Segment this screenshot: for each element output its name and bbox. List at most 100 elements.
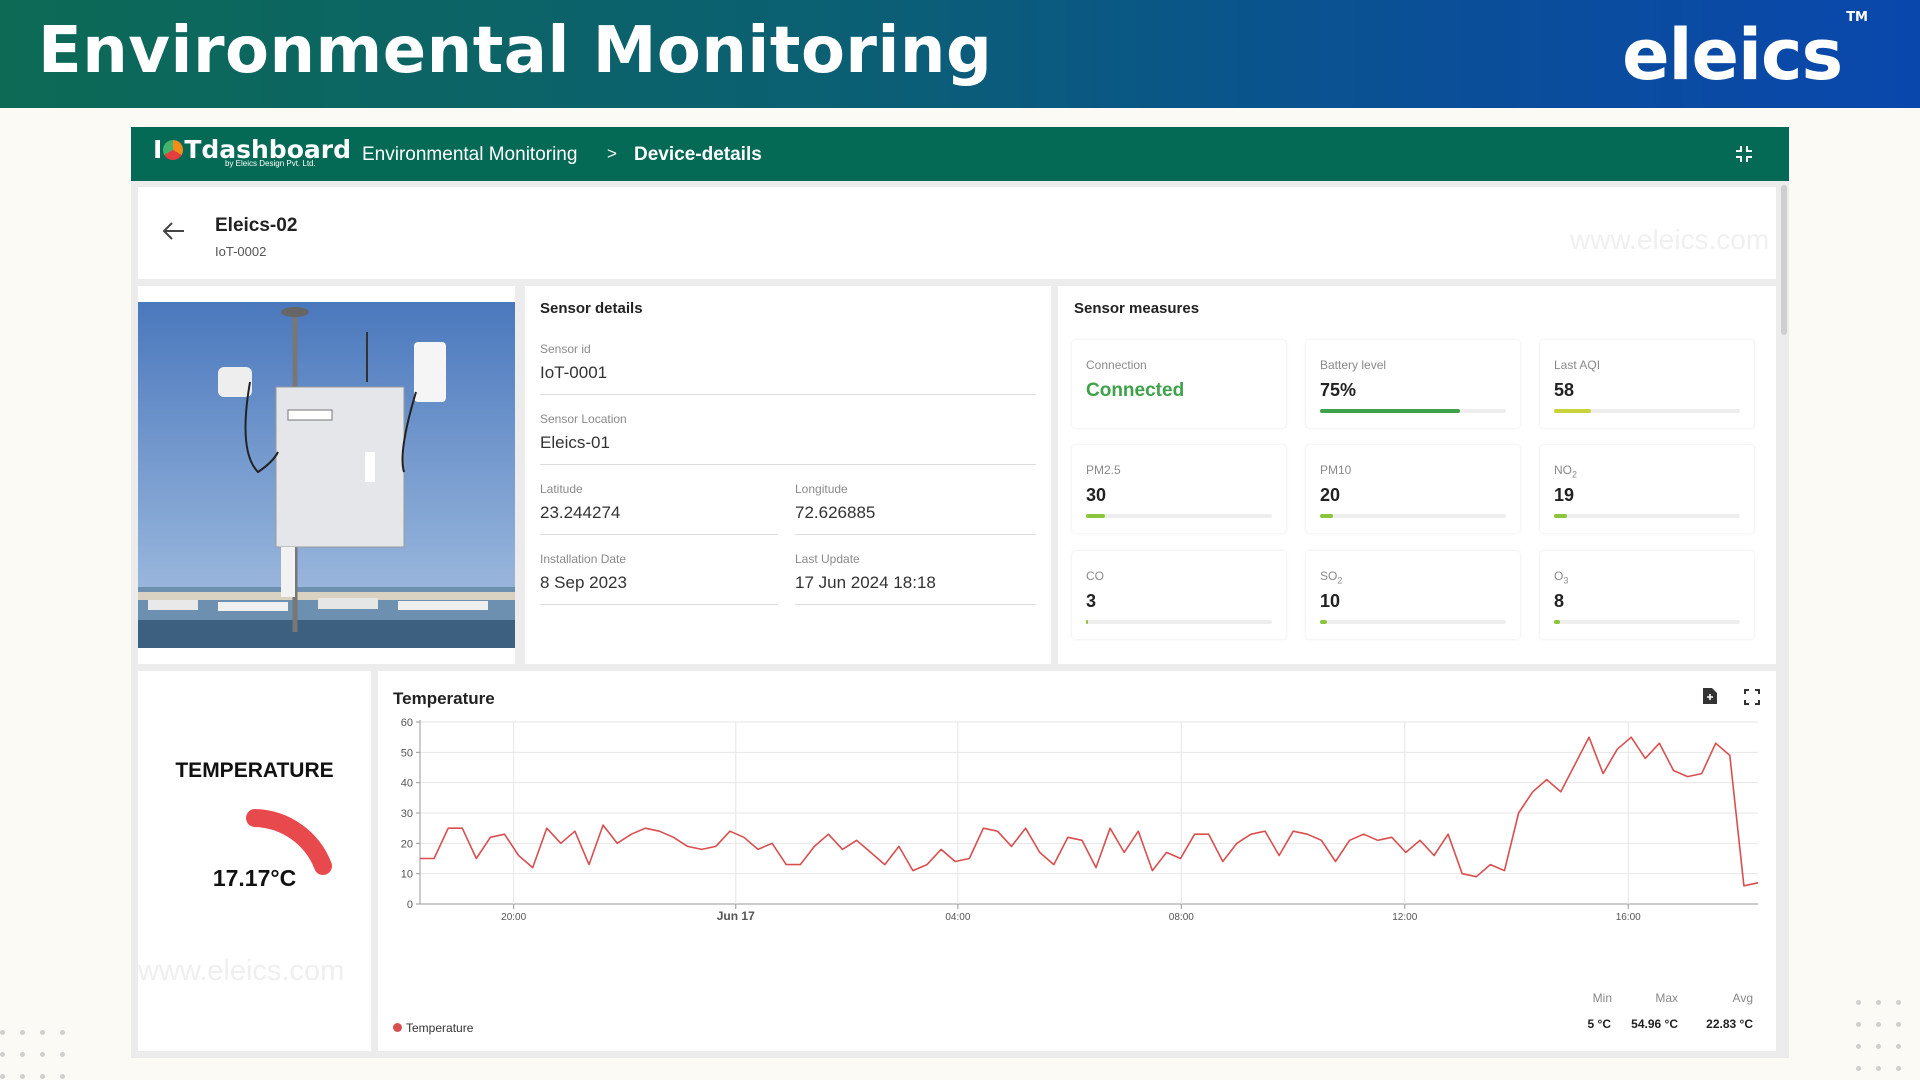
measure-progress-fill	[1320, 409, 1460, 413]
measure-tile[interactable]: Battery level 75%	[1306, 340, 1520, 428]
measure-progress-track	[1554, 514, 1740, 518]
measure-tile-label: PM2.5	[1086, 463, 1121, 477]
measure-label-text: Connection	[1086, 358, 1147, 372]
measure-tile-label: Last AQI	[1554, 358, 1600, 372]
sensor-details-title: Sensor details	[540, 300, 643, 317]
measure-tile[interactable]: PM10 20	[1306, 445, 1520, 533]
divider	[795, 604, 1036, 605]
min-label: Min	[1592, 991, 1612, 1005]
scrollbar[interactable]	[1781, 185, 1787, 335]
measure-tile-label: Connection	[1086, 358, 1147, 372]
measure-tile[interactable]: PM2.5 30	[1072, 445, 1286, 533]
measure-progress-track	[1320, 409, 1506, 413]
sensor-location-label: Sensor Location	[540, 412, 627, 426]
temperature-chart-card: 0 10 20 30 40 50 60 20:00 Jun 17 04:00 08:00 12:00 1…	[378, 671, 1776, 1051]
measure-tile[interactable]: Last AQI 58	[1540, 340, 1754, 428]
measure-tile-value: 30	[1086, 485, 1107, 505]
series-line-0	[420, 736, 1759, 887]
device-photo-card	[138, 286, 515, 664]
measure-tile-value: 8	[1554, 591, 1565, 611]
logo-text-right: Tdashboard	[184, 135, 351, 164]
logo-subtitle: by Eleics Design Pvt. Ltd.	[225, 159, 316, 168]
x-tick-label: 20:00	[501, 912, 526, 923]
measure-progress-fill	[1554, 620, 1560, 624]
measure-progress-fill	[1320, 620, 1328, 624]
measure-progress-fill	[1086, 514, 1105, 518]
measure-tile-value: 20	[1320, 485, 1341, 505]
measure-tile[interactable]: Connection Connected	[1072, 340, 1286, 428]
measure-tile-label: SO2	[1320, 569, 1342, 585]
min-value: 5 °C	[1587, 1017, 1611, 1031]
y-tick-label: 20	[401, 838, 413, 850]
measure-progress-track	[1320, 620, 1506, 624]
app-topbar: I Tdashboard by Eleics Design Pvt. Ltd. E…	[131, 127, 1789, 181]
chart-title: Temperature	[393, 689, 495, 708]
measure-label-text: Battery level	[1320, 358, 1387, 372]
watermark: www.eleics.com	[1570, 224, 1770, 255]
sensor-id-value: IoT-0001	[540, 363, 608, 382]
watermark: www.eleics.com	[138, 955, 345, 987]
y-tick-label: 40	[401, 778, 413, 790]
sensor-station-photo	[138, 302, 515, 648]
expand-chart-icon[interactable]	[1744, 689, 1760, 705]
measure-progress-track	[1086, 514, 1272, 518]
measure-tile-value: 19	[1554, 485, 1575, 505]
temperature-gauge	[246, 809, 332, 875]
device-header-card: Eleics-02 IoT-0002 www.eleics.com	[138, 187, 1776, 279]
device-name: Eleics-02	[215, 215, 298, 236]
longitude-label: Longitude	[795, 482, 848, 496]
avg-value: 22.83 °C	[1706, 1017, 1753, 1031]
brand-logo: eleics TM	[1622, 10, 1868, 96]
download-csv-icon[interactable]	[1702, 687, 1718, 705]
sensor-location-value: Eleics-01	[540, 433, 610, 452]
gauge-value: 17.17°C	[212, 865, 297, 891]
device-id: IoT-0002	[215, 244, 267, 259]
measure-progress-track	[1554, 620, 1740, 624]
measure-label-text: O	[1554, 569, 1564, 583]
avg-label: Avg	[1732, 991, 1753, 1005]
measure-progress-fill	[1554, 409, 1592, 413]
measure-tile[interactable]: O3 8	[1540, 551, 1754, 639]
measure-progress-fill	[1320, 514, 1334, 518]
sensor-id-label: Sensor id	[540, 342, 591, 356]
measure-label-text: Last AQI	[1554, 358, 1601, 372]
y-tick-label: 0	[407, 899, 413, 911]
measure-label-subscript: 2	[1337, 575, 1343, 586]
measure-label-text: NO	[1554, 463, 1572, 477]
measure-tile-label: CO	[1086, 569, 1104, 583]
measure-label-text: CO	[1086, 569, 1104, 583]
slide-banner: Environmental Monitoring eleics TM	[0, 0, 1920, 108]
breadcrumb-environmental-monitoring[interactable]: Environmental Monitoring	[362, 144, 578, 165]
x-tick-label: Jun 17	[717, 909, 755, 923]
measure-tile-label: NO2	[1554, 463, 1577, 479]
logo-circle-icon	[163, 140, 184, 160]
chart-legend[interactable]: Temperature	[393, 1021, 473, 1035]
y-tick-label: 10	[401, 869, 413, 881]
back-arrow-icon[interactable]	[162, 221, 186, 241]
sensor-details-card: Sensor details Sensor id IoT-0001 Sensor…	[525, 286, 1051, 664]
measure-tile-label: Battery level	[1320, 358, 1386, 372]
measure-tile[interactable]: SO2 10	[1306, 551, 1520, 639]
divider	[540, 464, 1036, 465]
dashboard-window: I Tdashboard by Eleics Design Pvt. Ltd. E…	[131, 127, 1789, 1058]
measure-tile-label: O3	[1554, 569, 1568, 585]
breadcrumb-separator: >	[607, 144, 617, 163]
last-update-label: Last Update	[795, 552, 860, 566]
measure-label-text: SO	[1320, 569, 1338, 583]
y-tick-label: 50	[401, 747, 413, 759]
gauge-title: TEMPERATURE	[175, 759, 334, 782]
measure-tile[interactable]: CO 3	[1072, 551, 1286, 639]
measure-progress-track	[1554, 409, 1740, 413]
installation-date-label: Installation Date	[540, 552, 627, 566]
exit-fullscreen-icon[interactable]	[1735, 145, 1753, 163]
iot-dashboard-logo[interactable]: I Tdashboard	[153, 135, 351, 164]
temperature-gauge-card: TEMPERATURE 17.17°C www.eleics.com	[138, 671, 371, 1051]
measure-tile-label: PM10	[1320, 463, 1351, 477]
measure-tile-value: 3	[1086, 591, 1097, 611]
brand-trademark: TM	[1846, 9, 1868, 25]
y-tick-label: 30	[401, 808, 413, 820]
measure-label-text: PM2.5	[1086, 463, 1121, 477]
slide-title: Environmental Monitoring	[38, 14, 993, 88]
measure-progress-fill	[1086, 620, 1088, 624]
measure-tile[interactable]: NO2 19	[1540, 445, 1754, 533]
